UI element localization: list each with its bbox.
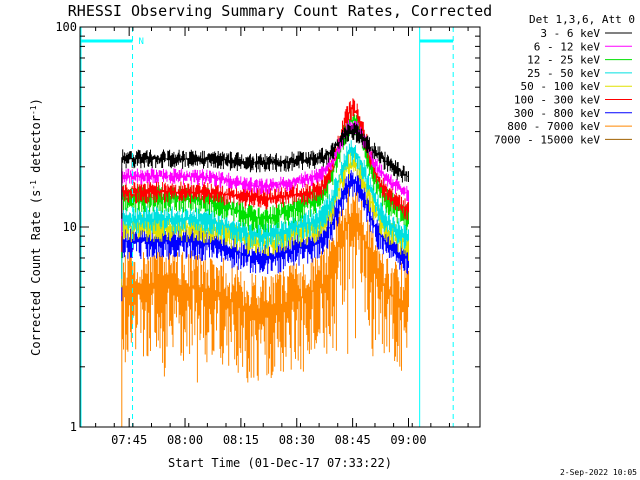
- series-line: [121, 185, 409, 427]
- legend-entry-label: 50 - 100 keV: [521, 80, 601, 93]
- x-tick-label: 08:45: [335, 433, 371, 447]
- x-axis: 07:45 08:00 08:15 08:30 08:45 09:00: [95, 27, 469, 447]
- plot-area: N: [80, 27, 454, 427]
- y-axis-label-sup1: -1: [29, 180, 38, 190]
- legend-header: Det 1,3,6, Att 0: [529, 13, 635, 26]
- x-axis-label: Start Time (01-Dec-17 07:33:22): [168, 456, 392, 470]
- y-axis: 1 10 100: [55, 20, 480, 434]
- x-tick-label: 08:00: [167, 433, 203, 447]
- y-axis-label-sup2: -1: [29, 105, 38, 115]
- legend-entry-label: 300 - 800 keV: [514, 107, 600, 120]
- legend-entry-label: 12 - 25 keV: [527, 54, 600, 67]
- y-tick-label: 100: [55, 20, 77, 34]
- y-axis-label: Corrected Count Rate (s-1 detector-1): [29, 98, 44, 356]
- x-tick-label: 07:45: [111, 433, 147, 447]
- footer-date: 2-Sep-2022 10:05: [560, 468, 637, 477]
- y-tick-label: 1: [70, 420, 77, 434]
- legend-entry-label: 800 - 7000 keV: [507, 120, 600, 133]
- y-axis-label-mid: detector: [29, 115, 43, 180]
- legend-entry-label: 25 - 50 keV: [527, 67, 600, 80]
- legend-entry-label: 7000 - 15000 keV: [494, 133, 600, 146]
- series-line: [121, 122, 409, 219]
- x-tick-label: 08:30: [279, 433, 315, 447]
- x-tick-label: 09:00: [390, 433, 426, 447]
- x-tick-label: 08:15: [223, 433, 259, 447]
- legend-entry-label: 3 - 6 keV: [540, 27, 600, 40]
- chart-title: RHESSI Observing Summary Count Rates, Co…: [68, 2, 492, 20]
- night-marker-label: N: [139, 37, 144, 47]
- y-axis-label-main: Corrected Count Rate (s: [29, 190, 43, 356]
- legend-entry-label: 100 - 300 keV: [514, 94, 600, 107]
- legend-entry-label: 6 - 12 keV: [534, 40, 601, 53]
- y-axis-label-end: ): [29, 98, 43, 105]
- y-tick-label: 10: [63, 220, 77, 234]
